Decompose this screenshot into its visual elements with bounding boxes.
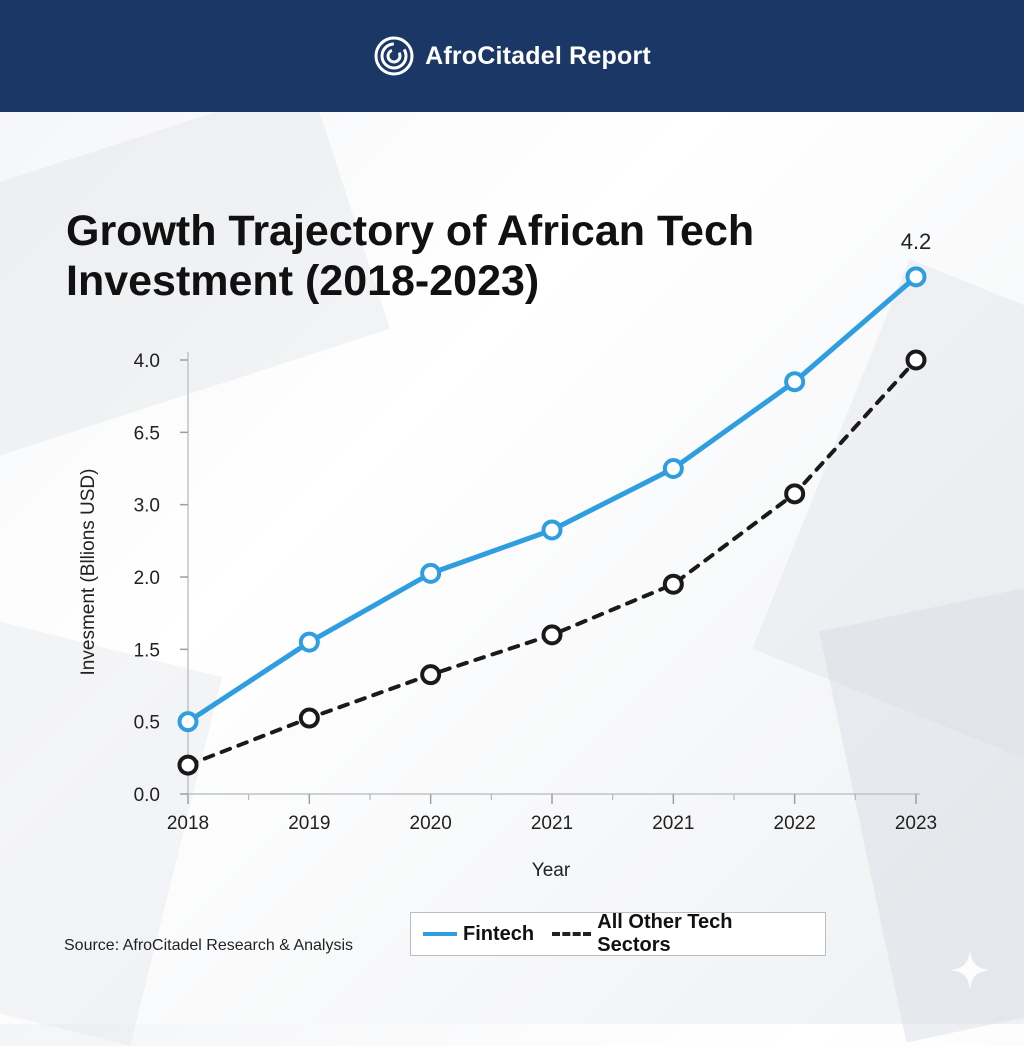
x-axis-title: Year [532, 860, 571, 881]
legend-label: All Other Tech Sectors [597, 911, 733, 956]
fintech-data-point [420, 562, 442, 584]
legend-swatch-dashed [552, 932, 592, 936]
x-tick-label: 2023 [895, 813, 937, 834]
y-axis-title: Invesment (Bllions USD) [78, 469, 99, 676]
x-tick-label: 2021 [531, 813, 573, 834]
source-note: Source: AfroCitadel Research & Analysis [64, 937, 354, 954]
other-sectors-data-point [784, 483, 806, 505]
concentric-circles-logo-icon [374, 36, 414, 76]
report-header: AfroCitadel Report [0, 0, 1024, 112]
other-sectors-series-line [186, 358, 918, 768]
y-tick-label: 6.5 [134, 423, 160, 444]
chart-title: Growth Trajectory of African Tech Invest… [66, 206, 866, 306]
chart-legend: Fintech All Other Tech Sectors [410, 911, 826, 957]
x-tick-label: 2022 [774, 813, 816, 834]
other-sectors-data-point [420, 664, 442, 686]
fintech-data-point [177, 711, 199, 733]
fintech-data-point [541, 519, 563, 541]
fintech-data-point [298, 631, 320, 653]
other-sectors-data-point [662, 573, 684, 595]
line-chart: 0.0 0.5 1.5 2.0 3.0 6.5 4.0 2018 2019 2020 2021 202… [78, 229, 937, 881]
other-sectors-data-point [177, 754, 199, 776]
sparkle-icon [950, 950, 990, 990]
brand-name: AfroCitadel Report [425, 41, 651, 70]
legend-swatch-solid [423, 932, 457, 936]
x-tick-label: 2021 [652, 813, 694, 834]
y-tick-label: 1.5 [134, 640, 160, 661]
data-label: 4.2 [901, 229, 932, 254]
fintech-data-point [905, 266, 927, 288]
other-sectors-data-point [905, 349, 927, 371]
other-sectors-data-point [298, 707, 320, 729]
x-tick-label: 2020 [410, 813, 452, 834]
chart-title-line-2: Investment (2018-2023) [66, 257, 540, 305]
y-tick-label: 0.5 [134, 713, 160, 734]
legend-label: Fintech [463, 922, 535, 945]
other-sectors-data-point [541, 624, 563, 646]
brand: AfroCitadel Report [373, 35, 651, 77]
y-tick-label: 0.0 [134, 785, 160, 806]
legend-item-other-sectors: All Other Tech Sectors [552, 911, 807, 957]
x-tick-label: 2019 [288, 813, 330, 834]
x-tick-label: 2018 [167, 813, 209, 834]
chart-title-line-1: Growth Trajectory of African Tech [66, 207, 755, 255]
y-tick-label: 2.0 [134, 568, 160, 589]
y-tick-label: 4.0 [134, 351, 160, 372]
fintech-data-point [784, 371, 806, 393]
legend-item-fintech: Fintech [423, 923, 534, 946]
y-tick-label: 3.0 [134, 496, 160, 517]
fintech-data-point [662, 458, 684, 479]
fintech-series-line [185, 274, 919, 725]
